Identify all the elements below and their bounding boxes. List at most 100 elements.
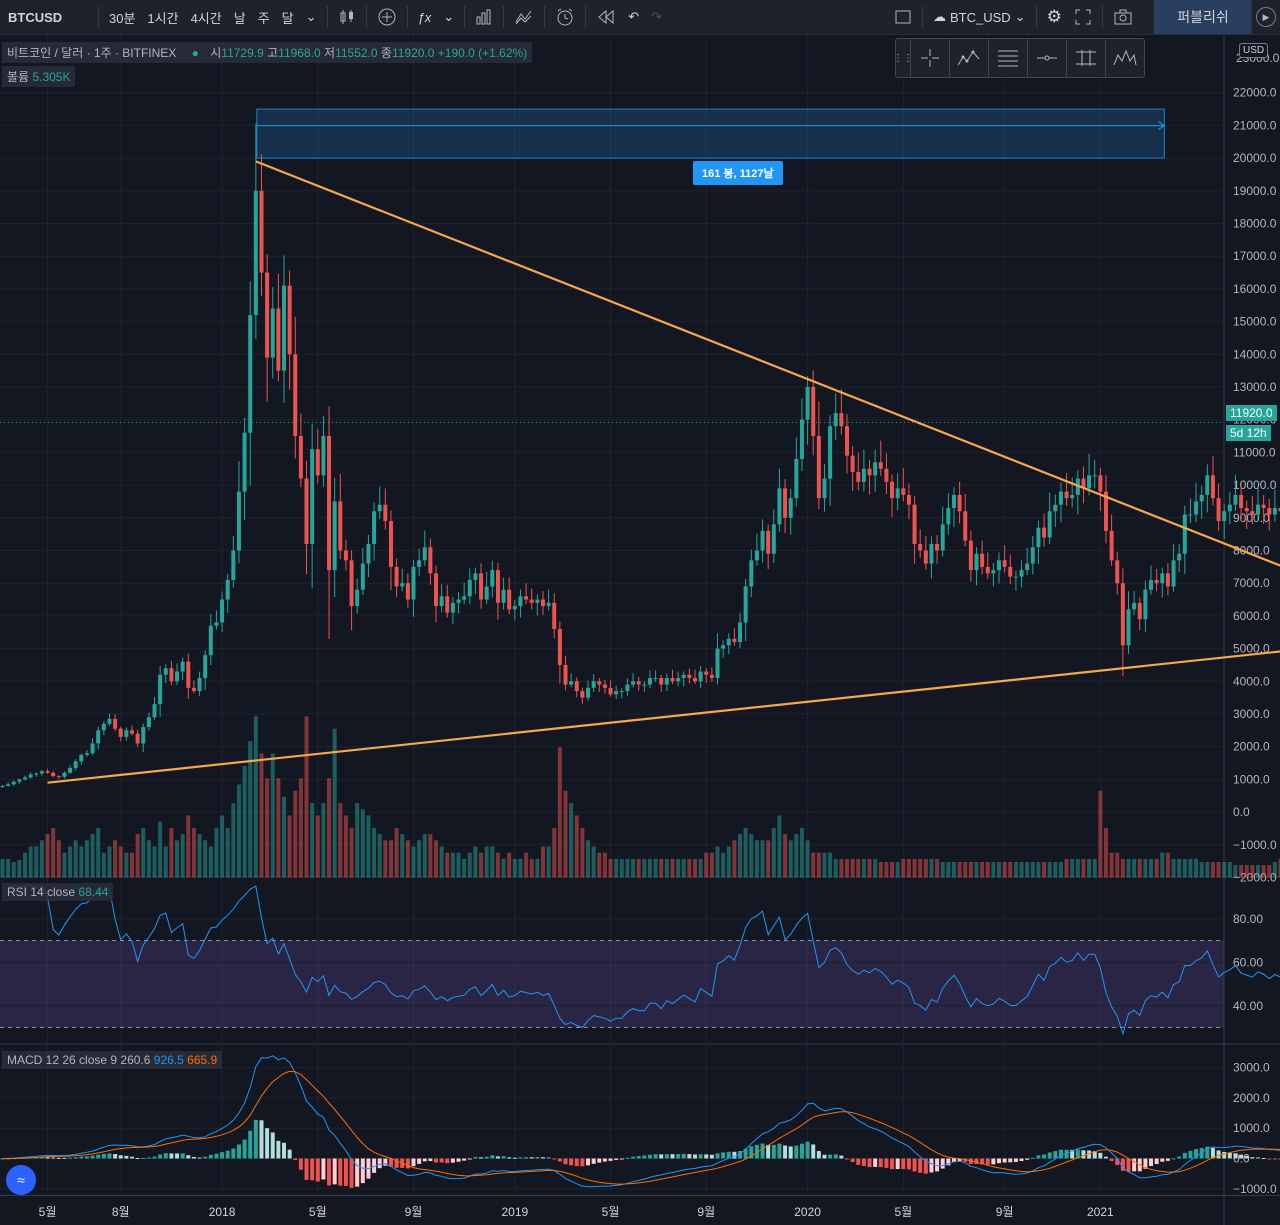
undo-icon[interactable]: ↶ xyxy=(628,9,640,24)
indicators-fx-icon[interactable]: ƒx xyxy=(417,9,432,25)
candle-body xyxy=(754,550,759,561)
candle-body xyxy=(349,560,354,607)
cloud-layout-button[interactable]: ☁ BTC_USD ⌄ xyxy=(927,0,1032,34)
interval-month-button[interactable]: 달 xyxy=(281,10,294,26)
volume-bar xyxy=(462,858,467,878)
candle-body xyxy=(771,524,776,554)
replay-icon[interactable] xyxy=(590,0,622,34)
candle-body xyxy=(1210,475,1215,499)
candle-body xyxy=(298,436,303,479)
volume-bar xyxy=(1120,858,1125,878)
volume-bar xyxy=(11,862,16,878)
candle-body xyxy=(84,753,89,755)
price-axis-label: 9000.0 xyxy=(1233,511,1270,525)
price-axis-label: 8000.0 xyxy=(1233,544,1270,558)
alert-clock-icon[interactable] xyxy=(549,0,581,34)
compare-add-icon[interactable] xyxy=(371,0,403,34)
macd-legend: MACD 12 26 close 9 260.6 926.5 665.9 xyxy=(2,1051,223,1069)
symbol-search-button[interactable]: BTCUSD xyxy=(8,9,63,25)
candle-style-icon[interactable] xyxy=(332,0,362,34)
templates-icon[interactable] xyxy=(508,0,540,34)
macd-histogram-bar xyxy=(574,1158,579,1167)
parallel-channel-icon[interactable] xyxy=(1067,39,1106,77)
macd-histogram-bar xyxy=(878,1158,883,1168)
legend-dot-icon: ● xyxy=(191,46,199,60)
rsi-axis-label: 80.00 xyxy=(1233,912,1263,926)
currency-badge[interactable]: USD xyxy=(1239,43,1269,58)
candle-body xyxy=(726,638,731,646)
macd-histogram-bar xyxy=(484,1156,489,1159)
volume-bar xyxy=(681,858,686,878)
candle-body xyxy=(236,491,241,551)
candle-body xyxy=(1103,491,1108,531)
last-price-tag: 11920.0 xyxy=(1226,405,1277,421)
elliott-wave-icon[interactable] xyxy=(950,39,989,77)
volume-bar xyxy=(220,815,225,878)
toolbar-divider xyxy=(503,6,505,28)
candle-body xyxy=(997,560,1002,571)
candle-body xyxy=(816,436,821,499)
macd-histogram-bar xyxy=(276,1140,281,1159)
candle-body xyxy=(912,504,917,544)
fib-retracement-icon[interactable] xyxy=(989,39,1028,77)
candle-body xyxy=(1126,609,1131,646)
volume-bar xyxy=(434,840,439,878)
candle-body xyxy=(118,728,123,737)
candle-body xyxy=(794,458,799,499)
candle-body xyxy=(1239,494,1244,508)
volume-bar xyxy=(935,858,940,878)
interval-day-button[interactable]: 날 xyxy=(233,10,246,26)
candle-body xyxy=(546,602,551,607)
interval-1h-button[interactable]: 1시간 xyxy=(147,10,179,26)
volume-bar xyxy=(822,852,827,878)
snapshot-camera-icon[interactable] xyxy=(1107,0,1139,34)
macd-histogram-bar xyxy=(591,1158,596,1164)
interval-4h-button[interactable]: 4시간 xyxy=(190,10,222,26)
settings-gear-icon[interactable]: ⚙ xyxy=(1046,7,1062,26)
fullscreen-icon[interactable] xyxy=(1068,0,1098,34)
indicators-chevron-icon[interactable]: ⌄ xyxy=(443,9,455,24)
candle-body xyxy=(1019,570,1024,577)
drag-handle-icon[interactable]: ⋮⋮ xyxy=(893,39,913,77)
volume-bar xyxy=(1154,858,1159,878)
macd-histogram-bar xyxy=(1233,1153,1238,1159)
candle-body xyxy=(1171,560,1176,587)
interval-dropdown-chevron-icon[interactable]: ⌄ xyxy=(305,9,317,24)
volume-bar xyxy=(1205,862,1210,878)
chart-canvas[interactable]: 22000.0 21000.0 20000.0 19000.0 18000.0 17000… xyxy=(0,35,1280,1225)
interval-week-button[interactable]: 주 xyxy=(257,10,270,26)
publish-button[interactable]: 퍼블리쉬 xyxy=(1154,0,1252,34)
macd-histogram-bar xyxy=(766,1144,771,1159)
fullscreen-select-icon[interactable] xyxy=(888,0,918,34)
macd-axis-label: 2000.0 xyxy=(1233,1091,1270,1105)
volume-bar xyxy=(1160,852,1165,878)
volume-bar xyxy=(203,840,208,878)
candle-body xyxy=(28,774,33,778)
macd-histogram-bar xyxy=(1025,1158,1030,1160)
volume-bar xyxy=(191,827,196,878)
volume-bar xyxy=(1132,858,1137,878)
macd-histogram-bar xyxy=(231,1148,236,1159)
candle-body xyxy=(1092,475,1097,477)
candle-body xyxy=(738,622,743,643)
horizontal-line-icon[interactable] xyxy=(1028,39,1067,77)
time-axis-label: 5월 xyxy=(309,1205,327,1219)
macd-histogram-bar xyxy=(1227,1152,1232,1159)
macd-histogram-bar xyxy=(738,1150,743,1159)
volume-bar xyxy=(180,834,185,878)
tradingview-logo-icon[interactable]: ≈ xyxy=(6,1165,36,1195)
macd-histogram-bar xyxy=(118,1155,123,1159)
macd-histogram-bar xyxy=(1267,1158,1272,1160)
volume-bar xyxy=(1278,858,1280,878)
financials-bar-icon[interactable] xyxy=(469,0,499,34)
price-axis-label: 11000.0 xyxy=(1233,445,1276,459)
macd-histogram-bar xyxy=(935,1158,940,1172)
play-button[interactable]: ▶ xyxy=(1251,0,1280,34)
pattern-icon[interactable] xyxy=(1106,39,1144,77)
interval-30m-button[interactable]: 30분 xyxy=(109,10,136,26)
volume-bar xyxy=(1233,865,1238,878)
crosshair-icon[interactable] xyxy=(911,39,950,77)
time-axis-label: 2020 xyxy=(794,1205,821,1219)
redo-icon[interactable]: ↷ xyxy=(651,9,662,24)
volume-bar xyxy=(1143,858,1148,878)
